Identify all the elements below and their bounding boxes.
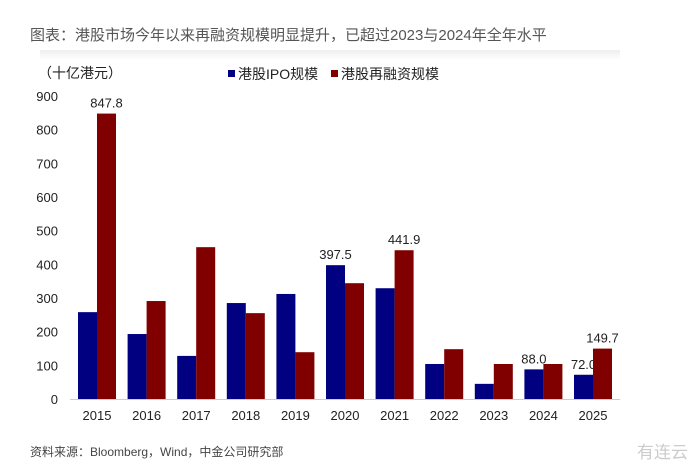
bar-refinancing-2024	[543, 363, 563, 399]
y-tick-label: 600	[36, 190, 58, 205]
bar-refinancing-2023	[493, 363, 513, 399]
bar-refinancing-2019	[295, 352, 315, 399]
x-tick-label: 2020	[331, 408, 360, 423]
chart-title: 图表：港股市场今年以来再融资规模明显提升，已超过2023与2024年全年水平	[30, 27, 547, 44]
x-tick-label: 2015	[83, 408, 112, 423]
bar-refinancing-2016	[146, 301, 166, 399]
legend-swatch	[228, 70, 235, 77]
x-tick-label: 2018	[231, 408, 260, 423]
bar-ipo-2019	[276, 293, 296, 399]
y-axis-label: （十亿港元）	[38, 65, 122, 81]
x-tick-label: 2023	[479, 408, 508, 423]
y-tick-label: 400	[36, 257, 58, 272]
data-label: 847.8	[90, 96, 123, 111]
data-label: 72.0	[571, 357, 596, 372]
x-tick-label: 2021	[380, 408, 409, 423]
bar-refinancing-2025	[593, 348, 612, 399]
data-label: 88.0	[521, 351, 546, 366]
y-tick-label: 100	[36, 358, 58, 373]
divider	[40, 50, 620, 60]
source-note: 资料来源：Bloomberg，Wind，中金公司研究部	[30, 445, 284, 459]
bar-ipo-2016	[127, 334, 147, 399]
y-tick-label: 500	[36, 224, 58, 239]
y-tick-label: 0	[51, 392, 58, 407]
x-tick-label: 2022	[430, 408, 459, 423]
y-tick-label: 700	[36, 156, 58, 171]
x-tick-label: 2019	[281, 408, 310, 423]
watermark: 有连云	[637, 443, 688, 462]
bar-refinancing-2021	[394, 250, 414, 399]
bar-ipo-2015	[78, 312, 97, 399]
y-tick-label: 200	[36, 325, 58, 340]
x-tick-label: 2017	[182, 408, 211, 423]
legend-label: 港股IPO规模	[238, 66, 318, 82]
legend-swatch	[331, 70, 338, 77]
bar-ipo-2023	[474, 383, 494, 399]
bar-ipo-2025	[574, 374, 593, 399]
x-tick-label: 2016	[132, 408, 161, 423]
data-label: 441.9	[388, 232, 421, 247]
bar-refinancing-2022	[444, 349, 464, 399]
bar-ipo-2017	[177, 355, 197, 399]
bar-ipo-2018	[226, 303, 246, 399]
bar-refinancing-2020	[345, 283, 364, 399]
bar-ipo-2021	[375, 288, 395, 399]
bar-refinancing-2015	[97, 113, 116, 399]
y-tick-label: 800	[36, 123, 58, 138]
bar-ipo-2020	[326, 265, 345, 399]
bar-ipo-2024	[524, 369, 544, 399]
x-tick-label: 2025	[579, 408, 608, 423]
bar-ipo-2022	[425, 363, 445, 399]
bar-refinancing-2017	[196, 247, 216, 399]
bar-refinancing-2018	[245, 313, 265, 399]
y-tick-label: 900	[36, 89, 58, 104]
legend-label: 港股再融资规模	[341, 66, 439, 82]
y-tick-label: 300	[36, 291, 58, 306]
data-label: 149.7	[586, 331, 619, 346]
x-tick-label: 2024	[529, 408, 558, 423]
data-label: 397.5	[319, 247, 352, 262]
